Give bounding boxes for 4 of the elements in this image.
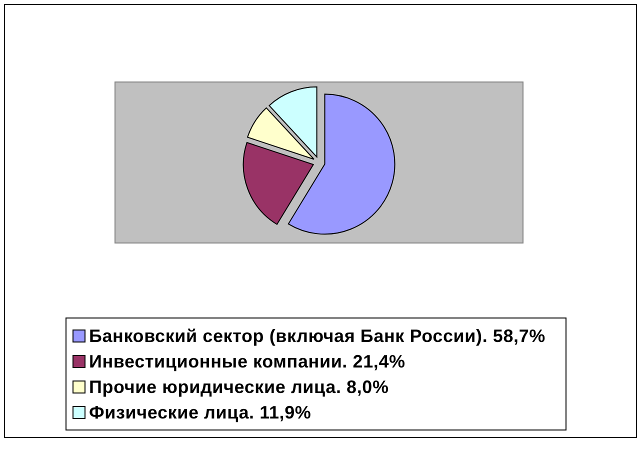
legend-label: Физические лица. 11,9% bbox=[89, 402, 312, 422]
legend-label: Прочие юридические лица. 8,0% bbox=[89, 377, 389, 397]
legend-label: Банковский сектор (включая Банк России). 58,7% bbox=[89, 326, 546, 346]
legend-label: Инвестиционные компании. 21,4% bbox=[89, 352, 406, 372]
